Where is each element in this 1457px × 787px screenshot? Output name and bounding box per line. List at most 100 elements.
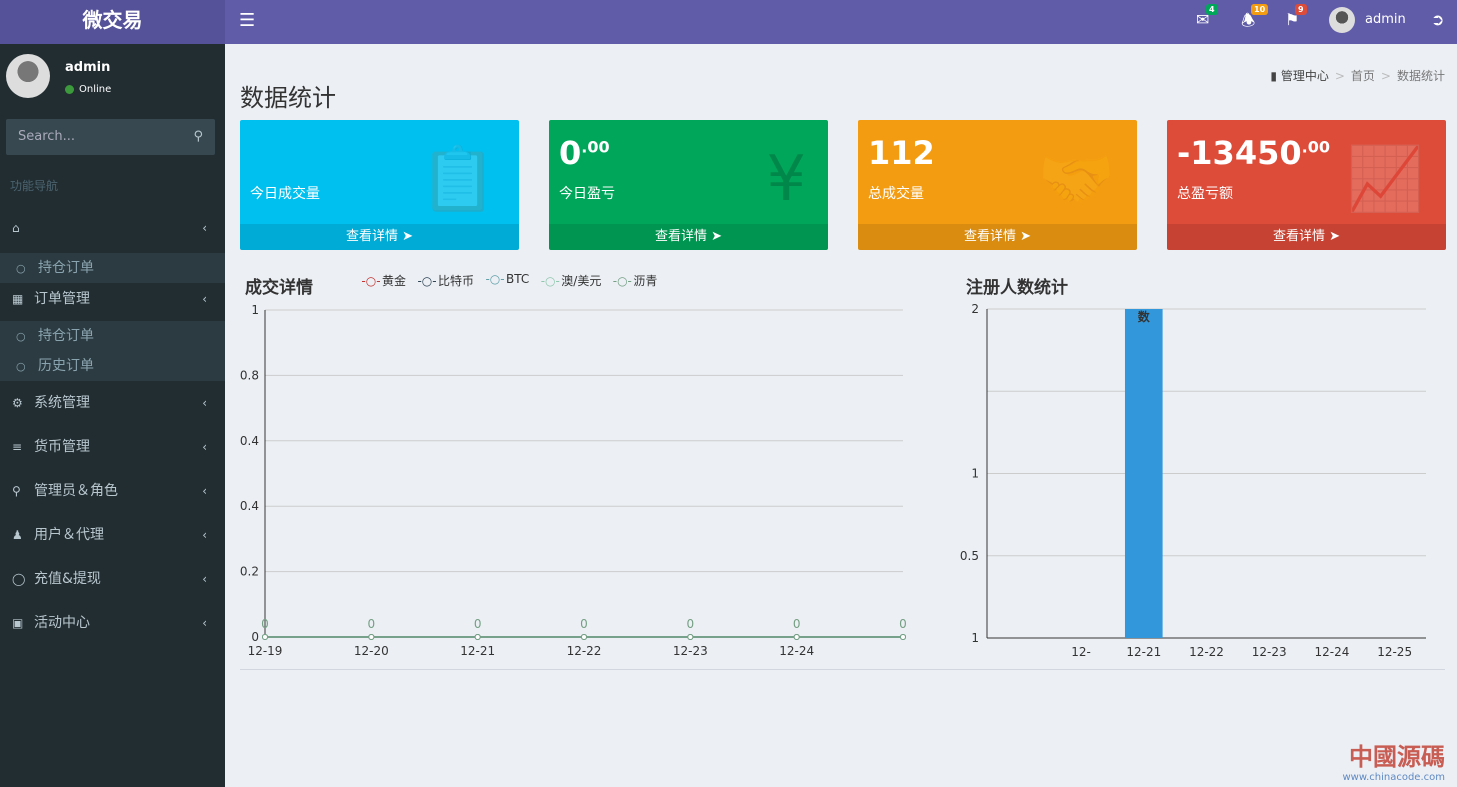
y-tick-label: 2: [971, 302, 979, 316]
tasks-button[interactable]: ⚑ 9: [1285, 4, 1307, 29]
x-tick-label: 12-23: [673, 644, 708, 658]
circle-icon: ○: [16, 262, 26, 275]
stat-card: -13450.00 总盈亏额 📈 查看详情 ➤: [1167, 120, 1446, 250]
sidebar-item-label: 管理员＆角色: [34, 483, 118, 499]
data-point: [368, 634, 375, 640]
register-chart-title: 注册人数统计: [966, 278, 1068, 298]
breadcrumb: ▮ 管理中心 > 首页 > 数据统计: [1270, 69, 1445, 83]
view-details-link[interactable]: 查看详情 ➤: [858, 224, 1137, 250]
sidebar-item[interactable]: ○ 持仓订单: [0, 321, 225, 351]
data-point: [793, 634, 800, 640]
topbar-avatar[interactable]: [1329, 7, 1355, 33]
x-tick-label: 12-21: [1126, 645, 1161, 659]
stat-label: 今日盈亏: [559, 186, 615, 202]
mail-button[interactable]: ✉ 4: [1196, 4, 1218, 29]
stat-label: 总盈亏额: [1177, 186, 1233, 202]
sidebar-item[interactable]: ▦ 订单管理 ‹: [0, 284, 225, 314]
view-details-link[interactable]: 查看详情 ➤: [549, 224, 828, 250]
sidebar-item[interactable]: ○ 历史订单: [0, 351, 225, 381]
data-point: [900, 634, 906, 640]
key-icon: ⚲: [12, 484, 21, 498]
view-details-link[interactable]: 查看详情 ➤: [240, 224, 519, 250]
user-name: admin: [65, 60, 111, 75]
moneybag-icon: ◯: [12, 572, 26, 586]
data-point: [793, 634, 800, 640]
data-point: [368, 634, 375, 640]
chevron-left-icon: ‹: [202, 221, 207, 235]
legend-item[interactable]: -○-沥青: [612, 274, 658, 288]
data-label: 0: [580, 617, 588, 631]
legend-marker-icon: -○-: [361, 274, 381, 288]
sidebar-item[interactable]: ◯ 充值&提现 ‹: [0, 564, 225, 594]
y-tick-label: 0.4: [240, 434, 259, 448]
breadcrumb-item[interactable]: 首页: [1350, 69, 1375, 83]
chevron-left-icon: ‹: [202, 572, 207, 586]
sidebar-item-label: 持仓订单: [38, 260, 94, 276]
data-point: [900, 634, 906, 640]
data-point: [262, 634, 268, 640]
sidebar-item[interactable]: ⌂ ‹: [0, 213, 225, 243]
money-bag-yen-icon: ¥: [766, 142, 806, 215]
arrow-circle-right-icon: ➤: [1329, 229, 1341, 244]
nav-header: 功能导航: [10, 179, 59, 193]
data-label: 0: [474, 617, 482, 631]
sidebar-item-label: 活动中心: [34, 615, 90, 631]
y-tick-label: 0.5: [960, 549, 979, 563]
legend-item[interactable]: -○-BTC: [485, 272, 530, 286]
data-point: [687, 634, 694, 640]
legend-item[interactable]: -○-澳/美元: [540, 274, 602, 288]
x-tick-label: 12-25: [1377, 645, 1412, 659]
sidebar-item[interactable]: ♟ 用户＆代理 ‹: [0, 520, 225, 550]
search-icon[interactable]: ⚲: [193, 129, 203, 144]
legend-marker-icon: -○-: [485, 272, 505, 286]
flag-badge: 9: [1295, 4, 1307, 15]
data-point: [474, 634, 481, 640]
stat-value: -13450.00: [1177, 134, 1330, 172]
status-dot-icon: [65, 84, 74, 94]
sidebar-item-label: 历史订单: [38, 358, 94, 374]
view-details-link[interactable]: 查看详情 ➤: [1167, 224, 1446, 250]
bar-label: 数: [1138, 309, 1151, 324]
stat-card: 今日成交量 📋 查看详情 ➤: [240, 120, 519, 250]
menu-toggle-icon[interactable]: ☰: [239, 10, 256, 31]
sidebar-item[interactable]: ⚙ 系统管理 ‹: [0, 388, 225, 418]
data-point: [581, 634, 587, 640]
data-point: [793, 634, 800, 640]
legend-item[interactable]: -○-黄金: [361, 274, 407, 288]
data-point: [368, 634, 375, 640]
data-point: [687, 634, 694, 640]
topbar-user-name[interactable]: admin: [1365, 12, 1406, 27]
envelope-icon: ✉: [1196, 10, 1210, 29]
sidebar-item[interactable]: ≡ 货币管理 ‹: [0, 432, 225, 462]
bookmark-icon: ▮: [1270, 69, 1281, 83]
legend-item[interactable]: -○-比特币: [417, 274, 475, 288]
y-tick-label: 1: [971, 631, 979, 645]
notifications-button[interactable]: 🕭 10: [1241, 4, 1269, 37]
data-point: [262, 634, 268, 640]
stat-value: 112: [868, 134, 935, 172]
data-point: [581, 634, 587, 640]
bell-badge: 10: [1251, 4, 1269, 15]
sidebar-item[interactable]: ⚲ 管理员＆角色 ‹: [0, 476, 225, 506]
logo[interactable]: 微交易: [0, 0, 225, 44]
chevron-left-icon: ‹: [202, 484, 207, 498]
breadcrumb-item[interactable]: 管理中心: [1280, 69, 1329, 83]
handshake-icon: 🤝: [1037, 142, 1115, 215]
data-point: [687, 634, 694, 640]
chevron-left-icon: ‹: [202, 396, 207, 410]
data-point: [581, 634, 587, 640]
data-point: [900, 634, 906, 640]
sidebar-item[interactable]: ○ 持仓订单: [0, 253, 225, 283]
data-point: [687, 634, 694, 640]
logout-icon[interactable]: ➲: [1431, 10, 1445, 29]
sidebar-item[interactable]: ▣ 活动中心 ‹: [0, 608, 225, 638]
sidebar-item-label: 持仓订单: [38, 328, 94, 344]
trade-chart-title: 成交详情: [245, 278, 313, 298]
divider: [240, 669, 1445, 670]
search-input[interactable]: Search... ⚲: [6, 119, 215, 155]
clipboard-check-icon: 📋: [419, 142, 497, 215]
sidebar-item-label: 系统管理: [34, 395, 90, 411]
data-point: [368, 634, 375, 640]
sidebar-item-label: 用户＆代理: [34, 527, 104, 543]
gift-icon: ▣: [12, 616, 24, 630]
